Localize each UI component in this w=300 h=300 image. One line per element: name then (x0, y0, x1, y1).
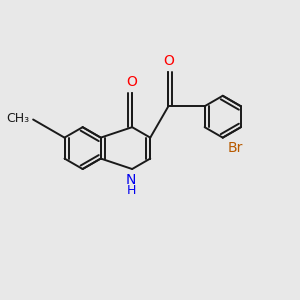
Text: N: N (126, 173, 136, 187)
Text: CH₃: CH₃ (6, 112, 29, 125)
Text: O: O (163, 54, 174, 68)
Text: Br: Br (227, 141, 243, 155)
Text: H: H (127, 184, 136, 197)
Text: O: O (127, 75, 138, 89)
